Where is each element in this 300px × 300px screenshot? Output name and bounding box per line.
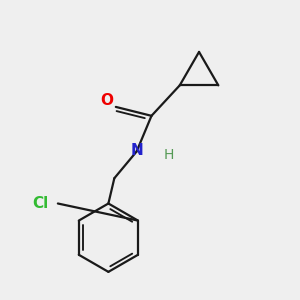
- Text: O: O: [100, 94, 113, 109]
- Text: Cl: Cl: [33, 196, 49, 211]
- Text: N: N: [130, 142, 143, 158]
- Text: H: H: [164, 148, 174, 162]
